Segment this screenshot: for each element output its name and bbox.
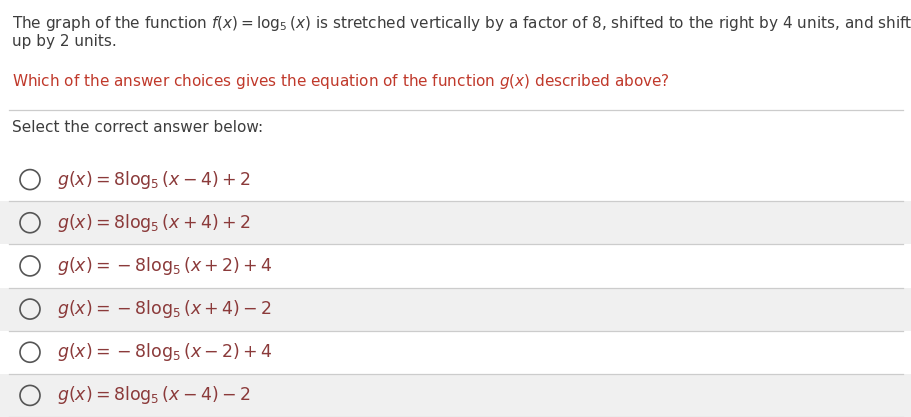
FancyBboxPatch shape <box>0 331 911 374</box>
Text: $g(x) = 8\log_5(x+4)+2$: $g(x) = 8\log_5(x+4)+2$ <box>57 212 251 234</box>
Text: $g(x) = 8\log_5(x-4)+2$: $g(x) = 8\log_5(x-4)+2$ <box>57 168 251 191</box>
FancyBboxPatch shape <box>0 287 911 331</box>
Text: Select the correct answer below:: Select the correct answer below: <box>12 120 263 135</box>
Text: The graph of the function $f(x) = \log_5(x)$ is stretched vertically by a factor: The graph of the function $f(x) = \log_5… <box>12 14 911 33</box>
Text: Which of the answer choices gives the equation of the function $g(x)$ described : Which of the answer choices gives the eq… <box>12 72 669 91</box>
FancyBboxPatch shape <box>0 374 911 417</box>
FancyBboxPatch shape <box>0 158 911 201</box>
FancyBboxPatch shape <box>0 201 911 244</box>
Text: $g(x) = -8\log_5(x+4)-2$: $g(x) = -8\log_5(x+4)-2$ <box>57 298 271 320</box>
Text: $g(x) = -8\log_5(x-2)+4$: $g(x) = -8\log_5(x-2)+4$ <box>57 341 272 363</box>
Text: $g(x) = 8\log_5(x-4)-2$: $g(x) = 8\log_5(x-4)-2$ <box>57 384 251 407</box>
Text: $g(x) = -8\log_5(x+2)+4$: $g(x) = -8\log_5(x+2)+4$ <box>57 255 272 277</box>
Text: up by 2 units.: up by 2 units. <box>12 34 117 49</box>
FancyBboxPatch shape <box>0 244 911 287</box>
